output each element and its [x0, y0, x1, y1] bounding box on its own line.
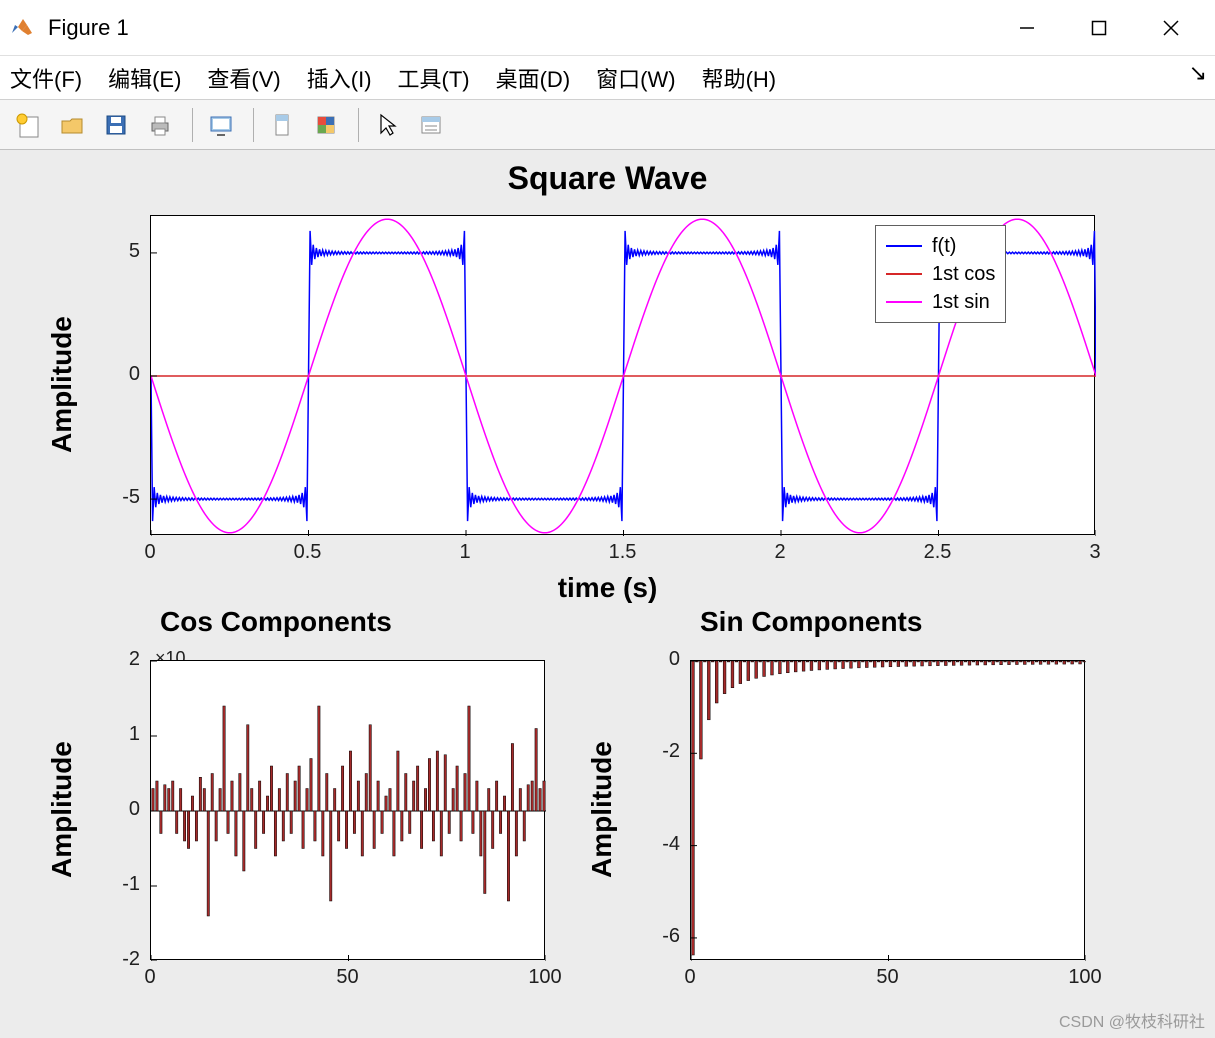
toolbar-separator — [192, 108, 193, 142]
plot-sin-ylabel: Amplitude — [586, 660, 618, 960]
tick-label: 50 — [336, 966, 358, 989]
tick-label: 0.5 — [294, 541, 322, 564]
legend[interactable]: f(t) 1st cos 1st sin — [875, 225, 1006, 323]
toolbar-separator — [253, 108, 254, 142]
tick-label: 0 — [669, 648, 680, 671]
colorbar-icon[interactable] — [306, 105, 346, 145]
close-button[interactable] — [1135, 0, 1207, 56]
tick-label: -5 — [122, 486, 140, 509]
plot-sin-title: Sin Components — [700, 606, 922, 638]
legend-label-sin: 1st sin — [932, 291, 990, 314]
plot-top-ylabel: Amplitude — [46, 230, 78, 540]
insert-legend-icon[interactable] — [411, 105, 451, 145]
tick-label: 2 — [774, 541, 785, 564]
dock-icon[interactable]: ↘ — [1189, 60, 1207, 86]
legend-label-cos: 1st cos — [932, 263, 995, 286]
menu-window[interactable]: 窗口(W) — [596, 62, 675, 94]
screenshot-icon[interactable] — [201, 105, 241, 145]
tick-label: 0 — [129, 798, 140, 821]
legend-line-ft — [886, 245, 922, 247]
watermark: CSDN @牧枝科研社 — [1059, 1008, 1205, 1032]
plot-cos-title: Cos Components — [160, 606, 392, 638]
menu-edit[interactable]: 编辑(E) — [108, 62, 181, 94]
axes-cos[interactable] — [150, 660, 545, 960]
pointer-icon[interactable] — [367, 105, 407, 145]
plot-top-xlabel: time (s) — [0, 572, 1215, 604]
tick-label: -2 — [122, 948, 140, 971]
menu-view[interactable]: 查看(V) — [207, 62, 280, 94]
maximize-button[interactable] — [1063, 0, 1135, 56]
tick-label: 100 — [528, 966, 561, 989]
tick-label: 1 — [129, 723, 140, 746]
tick-label: 2.5 — [924, 541, 952, 564]
legend-line-cos — [886, 273, 922, 275]
tick-label: -1 — [122, 873, 140, 896]
tick-label: 5 — [129, 240, 140, 263]
print-icon[interactable] — [140, 105, 180, 145]
tick-label: 2 — [129, 648, 140, 671]
window-titlebar: Figure 1 — [0, 0, 1215, 56]
menu-insert[interactable]: 插入(I) — [307, 62, 372, 94]
tick-label: 0 — [684, 966, 695, 989]
tick-label: 3 — [1089, 541, 1100, 564]
minimize-button[interactable] — [991, 0, 1063, 56]
plot-top-title: Square Wave — [0, 160, 1215, 197]
save-icon[interactable] — [96, 105, 136, 145]
figure-area: Square Wave Amplitude 0 0.5 1 1.5 2 2.5 3 -5 0 5… — [0, 150, 1215, 1038]
matlab-icon — [8, 14, 36, 42]
tick-label: 0 — [129, 363, 140, 386]
datacursor-icon[interactable] — [262, 105, 302, 145]
legend-label-ft: f(t) — [932, 235, 956, 258]
tick-label: 0 — [144, 541, 155, 564]
menu-file[interactable]: 文件(F) — [10, 62, 82, 94]
window-controls — [991, 0, 1207, 56]
menu-tools[interactable]: 工具(T) — [398, 62, 470, 94]
open-icon[interactable] — [52, 105, 92, 145]
window-title: Figure 1 — [48, 15, 991, 41]
menu-help[interactable]: 帮助(H) — [702, 62, 777, 94]
menu-desktop[interactable]: 桌面(D) — [496, 62, 571, 94]
tick-label: -4 — [662, 833, 680, 856]
toolbar — [0, 100, 1215, 150]
tick-label: 100 — [1068, 966, 1101, 989]
tick-label: 1.5 — [609, 541, 637, 564]
legend-item-sin: 1st sin — [886, 288, 995, 316]
plot-cos-ylabel: Amplitude — [46, 660, 78, 960]
new-figure-icon[interactable] — [8, 105, 48, 145]
legend-line-sin — [886, 301, 922, 303]
toolbar-separator — [358, 108, 359, 142]
menubar: 文件(F) 编辑(E) 查看(V) 插入(I) 工具(T) 桌面(D) 窗口(W… — [0, 56, 1215, 100]
legend-item-cos: 1st cos — [886, 260, 995, 288]
tick-label: -2 — [662, 740, 680, 763]
tick-label: 1 — [459, 541, 470, 564]
tick-label: 50 — [876, 966, 898, 989]
tick-label: -6 — [662, 925, 680, 948]
tick-label: 0 — [144, 966, 155, 989]
legend-item-ft: f(t) — [886, 232, 995, 260]
axes-sin[interactable] — [690, 660, 1085, 960]
